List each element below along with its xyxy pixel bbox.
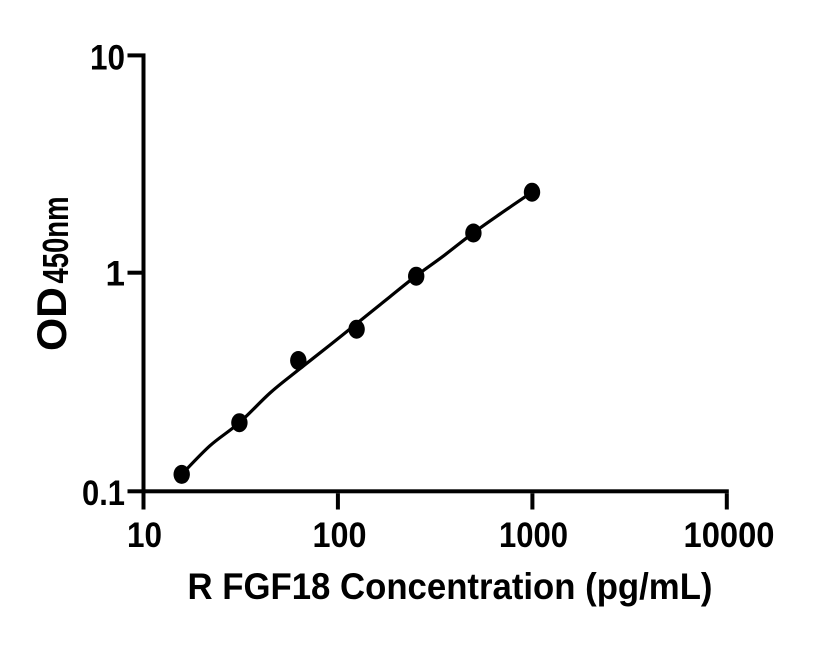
svg-text:1: 1 bbox=[106, 255, 125, 294]
svg-text:450nm: 450nm bbox=[35, 197, 76, 284]
svg-text:OD: OD bbox=[28, 287, 75, 351]
svg-text:100: 100 bbox=[313, 516, 367, 555]
svg-text:0.1: 0.1 bbox=[82, 474, 125, 513]
svg-text:10: 10 bbox=[127, 516, 162, 555]
svg-text:10000: 10000 bbox=[684, 516, 775, 555]
svg-text:R FGF18 Concentration (pg/mL): R FGF18 Concentration (pg/mL) bbox=[188, 566, 713, 607]
svg-text:10: 10 bbox=[90, 39, 125, 78]
svg-text:1000: 1000 bbox=[499, 516, 568, 555]
